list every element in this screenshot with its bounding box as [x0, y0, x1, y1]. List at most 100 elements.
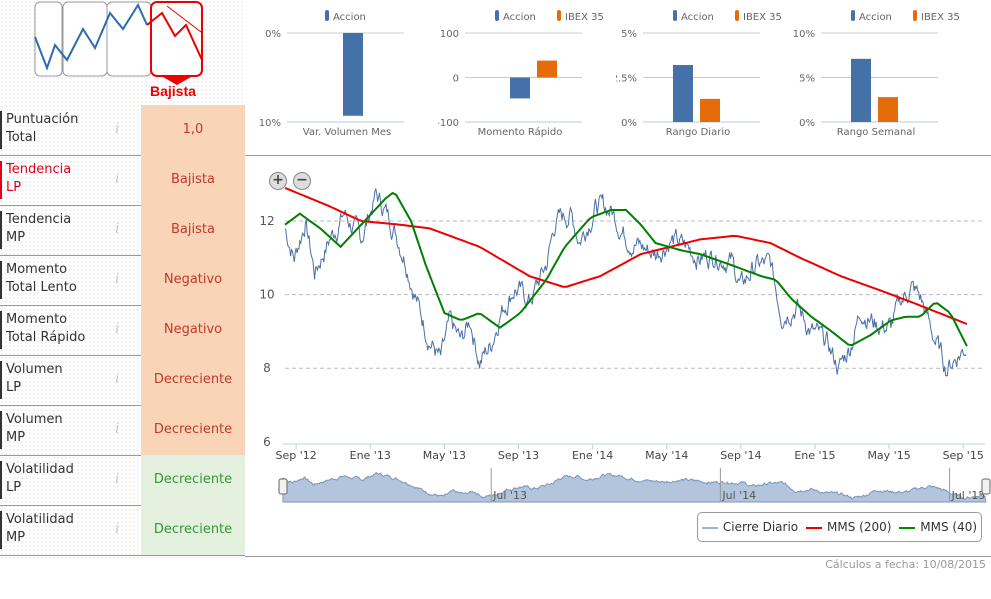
y-tick-label: 5% — [621, 29, 637, 40]
navigator-handle[interactable] — [278, 478, 288, 495]
y-tick-label: 10 — [259, 288, 274, 302]
down-arrow-icon — [166, 5, 202, 33]
info-icon[interactable]: i — [115, 521, 120, 537]
x-tick-label: Sep '13 — [498, 449, 539, 462]
chart-legend: Cierre Diario MMS (200) MMS (40) — [697, 512, 982, 542]
y-tick-label: 0% — [265, 29, 281, 40]
series-mms-200 — [284, 186, 968, 325]
mini-bar-chart: Accion 0% -10% Var. Volumen Mes — [260, 10, 404, 138]
price-chart[interactable]: 6 8 10 12 Sep '12 Ene '13 May '13 Sep '13 Ene '1… — [245, 156, 991, 506]
legend-swatch — [673, 10, 677, 21]
x-tick-label: Ene '15 — [794, 449, 835, 462]
indicator-label: Tendencia LP — [0, 161, 106, 199]
trend-box-2[interactable] — [62, 1, 108, 77]
info-icon[interactable]: i — [115, 321, 120, 337]
y-tick-label: 0% — [799, 118, 815, 129]
chart-title: Rango Semanal — [837, 127, 915, 138]
bar — [878, 97, 898, 122]
x-tick-label: Ene '14 — [572, 449, 613, 462]
indicator-label: Tendencia MP — [0, 211, 106, 249]
indicator-value: Decreciente — [141, 355, 245, 405]
indicator-panel: Bajista Puntuación Total i 1,0 Tendencia LP i B… — [0, 0, 245, 560]
signal-label: Bajista — [150, 83, 196, 99]
zoom-out-icon[interactable]: − — [293, 172, 311, 190]
bar — [537, 60, 557, 78]
x-tick-label: May '14 — [645, 449, 688, 462]
x-tick-label: Sep '12 — [275, 449, 316, 462]
legend-label: Accion — [681, 12, 714, 23]
indicator-value: Decreciente — [141, 505, 245, 555]
indicator-row: Volatilidad MP i Decreciente — [0, 505, 245, 556]
legend-label: Accion — [503, 12, 536, 23]
y-tick-label: 10% — [794, 29, 815, 40]
legend-item-mms40[interactable]: MMS (40) — [899, 520, 977, 534]
bar — [851, 58, 871, 122]
legend-label: Accion — [333, 12, 366, 23]
indicator-label: Volatilidad MP — [0, 511, 106, 549]
y-tick-label: 8 — [263, 361, 271, 375]
y-tick-label: 0 — [453, 74, 459, 85]
legend-label: IBEX 35 — [565, 12, 604, 23]
series-mms-40 — [284, 191, 968, 347]
bar — [700, 98, 720, 122]
x-tick-label: Sep '14 — [720, 449, 761, 462]
y-tick-label: 5% — [799, 74, 815, 85]
legend-label: Accion — [859, 12, 892, 23]
legend-swatch — [851, 10, 855, 21]
x-tick-label: May '15 — [867, 449, 910, 462]
indicator-row: Momento Total Lento i Negativo — [0, 255, 245, 306]
legend-swatch — [913, 10, 917, 21]
zoom-in-icon[interactable]: + — [269, 172, 287, 190]
legend-item-mms200[interactable]: MMS (200) — [806, 520, 891, 534]
indicator-row: Tendencia MP i Bajista — [0, 205, 245, 256]
legend-label: IBEX 35 — [921, 12, 960, 23]
divider — [245, 556, 991, 557]
x-tick-label: May '13 — [423, 449, 466, 462]
indicator-label: Momento Total Lento — [0, 261, 106, 299]
mini-bar-chart: Accion IBEX 35 5% 2.5% 0% Rango Diario — [616, 10, 782, 138]
calc-date: Cálculos a fecha: 10/08/2015 — [825, 558, 986, 571]
indicator-label: Puntuación Total — [0, 111, 106, 149]
indicator-value: 1,0 — [141, 105, 245, 155]
trend-selector[interactable] — [33, 0, 205, 100]
info-icon[interactable]: i — [115, 471, 120, 487]
navigator-tick-label: Jul '15 — [951, 489, 986, 502]
trend-down-sparkline-icon — [146, 11, 203, 61]
indicator-label: Momento Total Rápido — [0, 311, 106, 349]
legend-swatch — [735, 10, 739, 21]
info-icon[interactable]: i — [115, 221, 120, 237]
indicator-value: Decreciente — [141, 455, 245, 505]
y-tick-label: -10% — [260, 118, 281, 129]
legend-item-close[interactable]: Cierre Diario — [701, 520, 798, 534]
indicator-row: Puntuación Total i 1,0 — [0, 105, 245, 156]
legend-swatch — [495, 10, 499, 21]
bar — [673, 65, 693, 122]
indicator-row: Volumen MP i Decreciente — [0, 405, 245, 456]
x-tick-label: Ene '13 — [350, 449, 391, 462]
indicator-label: Volatilidad LP — [0, 461, 106, 499]
y-tick-label: 6 — [263, 435, 271, 449]
info-icon[interactable]: i — [115, 371, 120, 387]
indicator-value: Bajista — [141, 205, 245, 255]
info-icon[interactable]: i — [115, 121, 120, 137]
mini-bar-chart: Accion IBEX 35 10% 5% 0% Rango Semanal — [794, 10, 960, 138]
legend-label: IBEX 35 — [743, 12, 782, 23]
info-icon[interactable]: i — [115, 271, 120, 287]
trend-box-bajista[interactable] — [150, 1, 203, 77]
legend-swatch — [557, 10, 561, 21]
chart-title: Var. Volumen Mes — [303, 127, 391, 138]
trend-box-3[interactable] — [106, 1, 152, 77]
indicator-row: Momento Total Rápido i Negativo — [0, 305, 245, 356]
navigator-tick-label: Jul '13 — [492, 489, 527, 502]
divider — [245, 155, 991, 156]
info-icon[interactable]: i — [115, 421, 120, 437]
indicator-row: Tendencia LP i Bajista — [0, 155, 245, 206]
navigator-area — [282, 472, 987, 503]
info-icon[interactable]: i — [115, 171, 120, 187]
legend-swatch — [325, 10, 329, 21]
navigator-handle[interactable] — [981, 478, 991, 495]
navigator-tick-label: Jul '14 — [721, 489, 756, 502]
bar — [343, 33, 363, 116]
trend-sparkline-icon — [34, 2, 148, 71]
indicator-value: Negativo — [141, 255, 245, 305]
